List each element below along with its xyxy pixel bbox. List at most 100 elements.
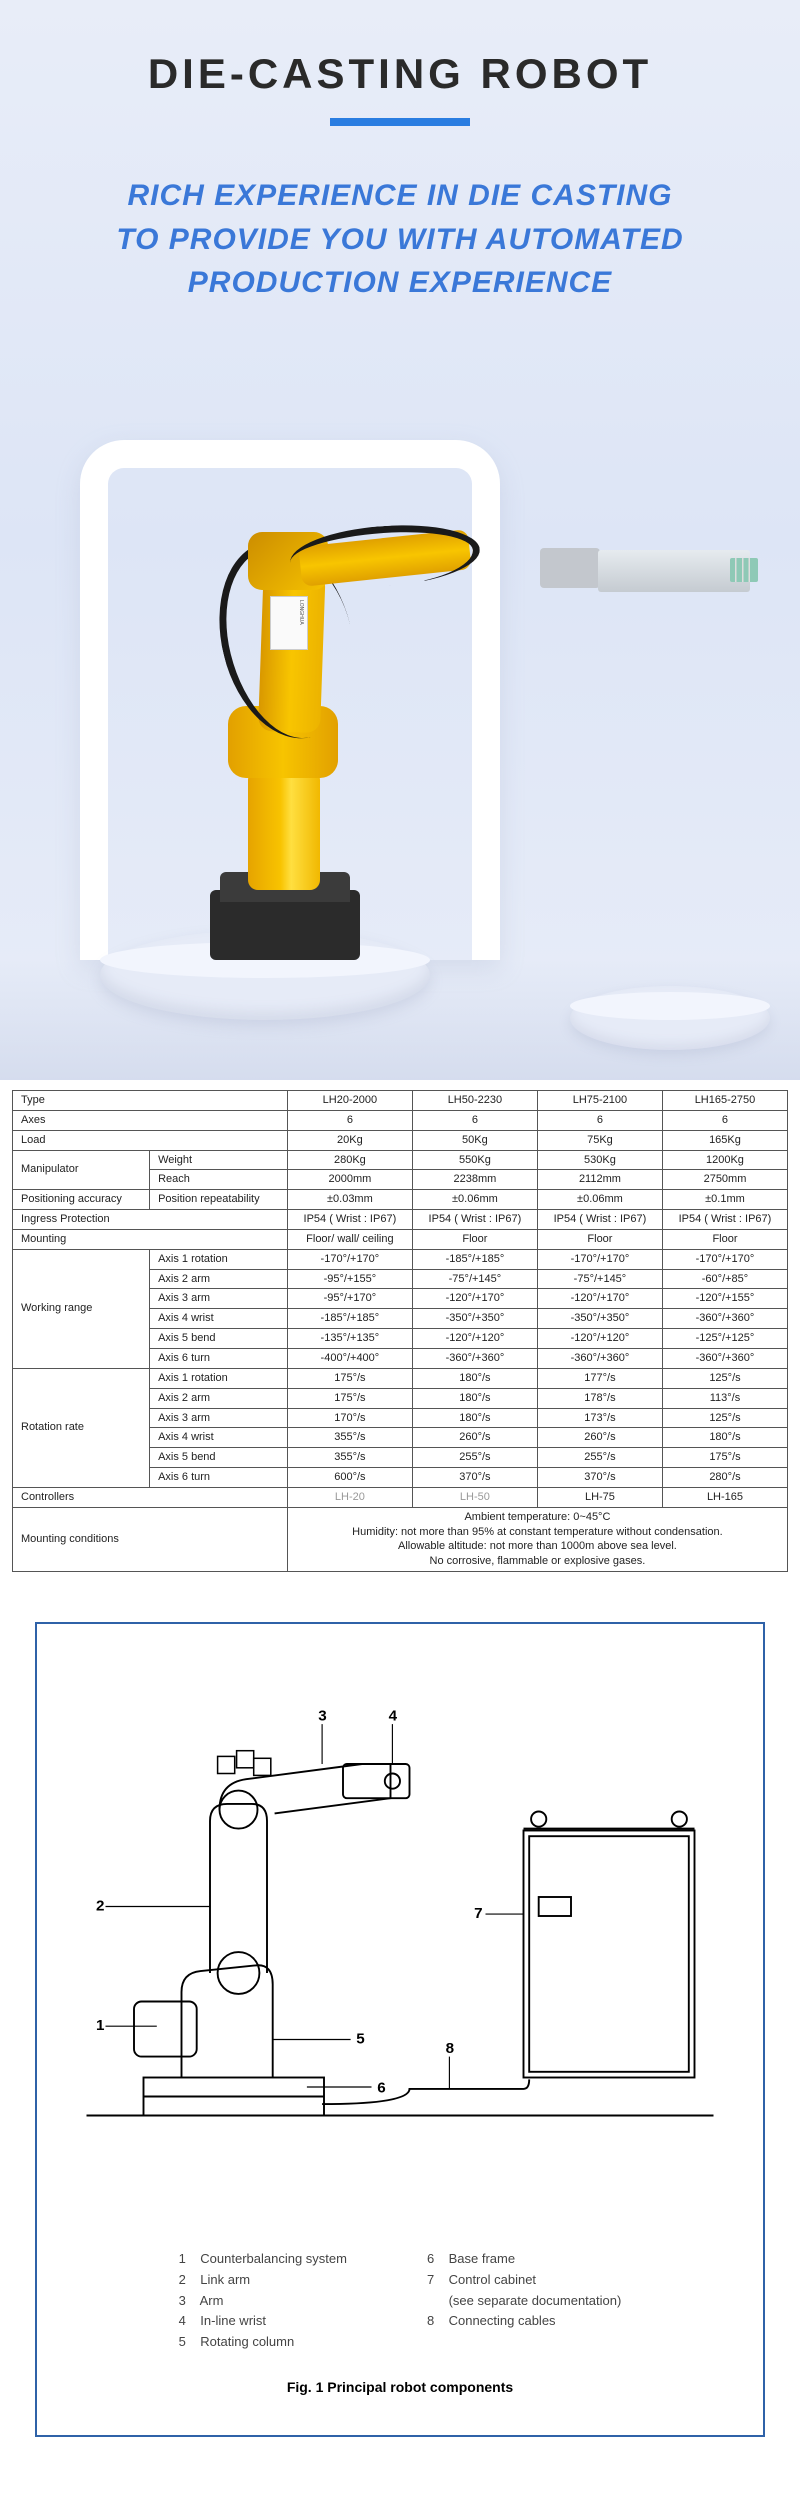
row-label-axes: Axes [13, 1110, 288, 1130]
cell: 175°/s [287, 1388, 412, 1408]
robot-base [210, 890, 360, 960]
cell: 6 [662, 1110, 787, 1130]
legend-item: 2 Link arm [179, 2270, 347, 2291]
cell: -185°/+185° [412, 1249, 537, 1269]
cell: Floor [412, 1229, 537, 1249]
legend-item: 8 Connecting cables [427, 2311, 621, 2332]
cell: LH-165 [662, 1487, 787, 1507]
cell: -120°/+170° [537, 1289, 662, 1309]
cell: 125°/s [662, 1408, 787, 1428]
mounting-conditions-text: Ambient temperature: 0~45°CHumidity: not… [287, 1507, 787, 1571]
cell: 2238mm [412, 1170, 537, 1190]
condition-line: Ambient temperature: 0~45°C [294, 1510, 781, 1525]
figure-caption: Fig. 1 Principal robot components [77, 2379, 723, 2395]
axis-label: Axis 6 turn [150, 1468, 288, 1488]
cell: 255°/s [412, 1448, 537, 1468]
cell: LH20-2000 [287, 1091, 412, 1111]
cell: 2000mm [287, 1170, 412, 1190]
axis-label: Axis 5 bend [150, 1329, 288, 1349]
table-row: Positioning accuracy Position repeatabil… [13, 1190, 788, 1210]
cell: 113°/s [662, 1388, 787, 1408]
cell: 530Kg [537, 1150, 662, 1170]
callout-7: 7 [474, 1905, 482, 1922]
cell: -75°/+145° [412, 1269, 537, 1289]
legend-column-right: 6 Base frame7 Control cabinet (see separ… [427, 2249, 621, 2353]
robot-column [248, 770, 320, 890]
cell: 260°/s [537, 1428, 662, 1448]
cell: 177°/s [537, 1368, 662, 1388]
cell: -170°/+170° [287, 1249, 412, 1269]
robot-wrist [540, 548, 600, 588]
row-label-reach: Reach [150, 1170, 288, 1190]
cell: LH-20 [287, 1487, 412, 1507]
cell: Floor [537, 1229, 662, 1249]
cell: LH165-2750 [662, 1091, 787, 1111]
callout-6: 6 [377, 2080, 385, 2097]
cell: -120°/+170° [412, 1289, 537, 1309]
axis-label: Axis 4 wrist [150, 1309, 288, 1329]
cell: ±0.03mm [287, 1190, 412, 1210]
row-label-working-range: Working range [13, 1249, 150, 1368]
spec-table: Type LH20-2000 LH50-2230 LH75-2100 LH165… [12, 1090, 788, 1572]
cell: 370°/s [412, 1468, 537, 1488]
callout-1: 1 [96, 2017, 105, 2034]
condition-line: Humidity: not more than 95% at constant … [294, 1525, 781, 1540]
cell: 280Kg [287, 1150, 412, 1170]
cell: 260°/s [412, 1428, 537, 1448]
cell: -350°/+350° [412, 1309, 537, 1329]
callout-2: 2 [96, 1897, 104, 1914]
cell: 370°/s [537, 1468, 662, 1488]
legend-item: 1 Counterbalancing system [179, 2249, 347, 2270]
row-label-posacc: Positioning accuracy [13, 1190, 150, 1210]
subtitle-line-2: TO PROVIDE YOU WITH AUTOMATED [40, 218, 760, 262]
table-row: Type LH20-2000 LH50-2230 LH75-2100 LH165… [13, 1091, 788, 1111]
cell: -360°/+360° [412, 1348, 537, 1368]
cell: ±0.1mm [662, 1190, 787, 1210]
row-label-controllers: Controllers [13, 1487, 288, 1507]
table-row: Mounting Floor/ wall/ ceilingFloorFloorF… [13, 1229, 788, 1249]
cell: ±0.06mm [537, 1190, 662, 1210]
cell: -120°/+155° [662, 1289, 787, 1309]
cell: 175°/s [662, 1448, 787, 1468]
cell: 20Kg [287, 1130, 412, 1150]
diagram-legend: 1 Counterbalancing system2 Link arm3 Arm… [77, 2249, 723, 2353]
subtitle-line-1: RICH EXPERIENCE IN DIE CASTING [40, 174, 760, 218]
cell: ±0.06mm [412, 1190, 537, 1210]
axis-label: Axis 2 arm [150, 1269, 288, 1289]
table-row: Controllers LH-20LH-50LH-75LH-165 [13, 1487, 788, 1507]
robot-end-tool [598, 550, 750, 592]
cell: -135°/+135° [287, 1329, 412, 1349]
cell: 2112mm [537, 1170, 662, 1190]
callout-8: 8 [446, 2040, 454, 2057]
cell: -60°/+85° [662, 1269, 787, 1289]
cell: 175°/s [287, 1368, 412, 1388]
cell: -185°/+185° [287, 1309, 412, 1329]
legend-item: 6 Base frame [427, 2249, 621, 2270]
cell: 6 [287, 1110, 412, 1130]
axis-label: Axis 5 bend [150, 1448, 288, 1468]
cell: -120°/+120° [537, 1329, 662, 1349]
legend-column-left: 1 Counterbalancing system2 Link arm3 Arm… [179, 2249, 347, 2353]
cell: LH50-2230 [412, 1091, 537, 1111]
cell: 180°/s [412, 1408, 537, 1428]
table-row: Manipulator Weight 280Kg550Kg530Kg1200Kg [13, 1150, 788, 1170]
cell: Floor/ wall/ ceiling [287, 1229, 412, 1249]
cell: 75Kg [537, 1130, 662, 1150]
cell: IP54 ( Wrist : IP67) [537, 1210, 662, 1230]
cell: 173°/s [537, 1408, 662, 1428]
page-title: DIE-CASTING ROBOT [40, 50, 760, 98]
cell: 280°/s [662, 1468, 787, 1488]
row-label-posrep: Position repeatability [150, 1190, 288, 1210]
axis-label: Axis 6 turn [150, 1348, 288, 1368]
axis-label: Axis 4 wrist [150, 1428, 288, 1448]
row-label-load: Load [13, 1130, 288, 1150]
cell: 6 [537, 1110, 662, 1130]
subtitle: RICH EXPERIENCE IN DIE CASTING TO PROVID… [40, 174, 760, 305]
callout-5: 5 [356, 2030, 365, 2047]
callout-4: 4 [389, 1707, 398, 1724]
legend-item: 3 Arm [179, 2291, 347, 2312]
pedestal-secondary [570, 986, 770, 1050]
product-stage: LONGHUA [0, 400, 800, 1080]
cell: 600°/s [287, 1468, 412, 1488]
cell: -360°/+360° [662, 1309, 787, 1329]
